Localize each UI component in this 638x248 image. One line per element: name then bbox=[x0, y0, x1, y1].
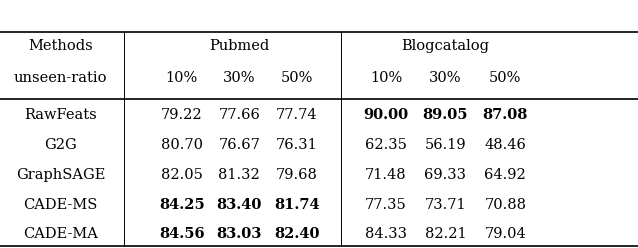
Text: 84.25: 84.25 bbox=[159, 198, 205, 212]
Text: 50%: 50% bbox=[281, 71, 313, 85]
Text: 77.66: 77.66 bbox=[218, 108, 260, 122]
Text: 48.46: 48.46 bbox=[484, 138, 526, 152]
Text: 76.31: 76.31 bbox=[276, 138, 318, 152]
Text: 80.70: 80.70 bbox=[161, 138, 203, 152]
Text: 81.32: 81.32 bbox=[218, 168, 260, 182]
Text: 87.08: 87.08 bbox=[482, 108, 528, 122]
Text: 84.33: 84.33 bbox=[365, 227, 407, 241]
Text: 62.35: 62.35 bbox=[365, 138, 407, 152]
Text: RawFeats: RawFeats bbox=[24, 108, 97, 122]
Text: Blogcatalog: Blogcatalog bbox=[402, 39, 489, 53]
Text: CADE-MA: CADE-MA bbox=[23, 227, 98, 241]
Text: 79.22: 79.22 bbox=[161, 108, 203, 122]
Text: 79.68: 79.68 bbox=[276, 168, 318, 182]
Text: 90.00: 90.00 bbox=[364, 108, 408, 122]
Text: unseen-ratio: unseen-ratio bbox=[14, 71, 107, 85]
Text: 64.92: 64.92 bbox=[484, 168, 526, 182]
Text: 83.40: 83.40 bbox=[216, 198, 262, 212]
Text: 56.19: 56.19 bbox=[424, 138, 466, 152]
Text: 83.03: 83.03 bbox=[216, 227, 262, 241]
Text: 10%: 10% bbox=[166, 71, 198, 85]
Text: 81.74: 81.74 bbox=[274, 198, 320, 212]
Text: 69.33: 69.33 bbox=[424, 168, 466, 182]
Text: 76.67: 76.67 bbox=[218, 138, 260, 152]
Text: 30%: 30% bbox=[223, 71, 255, 85]
Text: Pubmed: Pubmed bbox=[209, 39, 269, 53]
Text: 82.21: 82.21 bbox=[424, 227, 466, 241]
Text: 84.56: 84.56 bbox=[159, 227, 205, 241]
Text: 73.71: 73.71 bbox=[424, 198, 466, 212]
Text: 30%: 30% bbox=[429, 71, 461, 85]
Text: CADE-MS: CADE-MS bbox=[24, 198, 98, 212]
Text: 82.05: 82.05 bbox=[161, 168, 203, 182]
Text: 50%: 50% bbox=[489, 71, 521, 85]
Text: 82.40: 82.40 bbox=[274, 227, 320, 241]
Text: GraphSAGE: GraphSAGE bbox=[16, 168, 105, 182]
Text: G2G: G2G bbox=[44, 138, 77, 152]
Text: Methods: Methods bbox=[28, 39, 93, 53]
Text: 77.35: 77.35 bbox=[365, 198, 407, 212]
Text: 71.48: 71.48 bbox=[365, 168, 407, 182]
Text: 77.74: 77.74 bbox=[276, 108, 318, 122]
Text: 10%: 10% bbox=[370, 71, 402, 85]
Text: 79.04: 79.04 bbox=[484, 227, 526, 241]
Text: 89.05: 89.05 bbox=[422, 108, 468, 122]
Text: 70.88: 70.88 bbox=[484, 198, 526, 212]
